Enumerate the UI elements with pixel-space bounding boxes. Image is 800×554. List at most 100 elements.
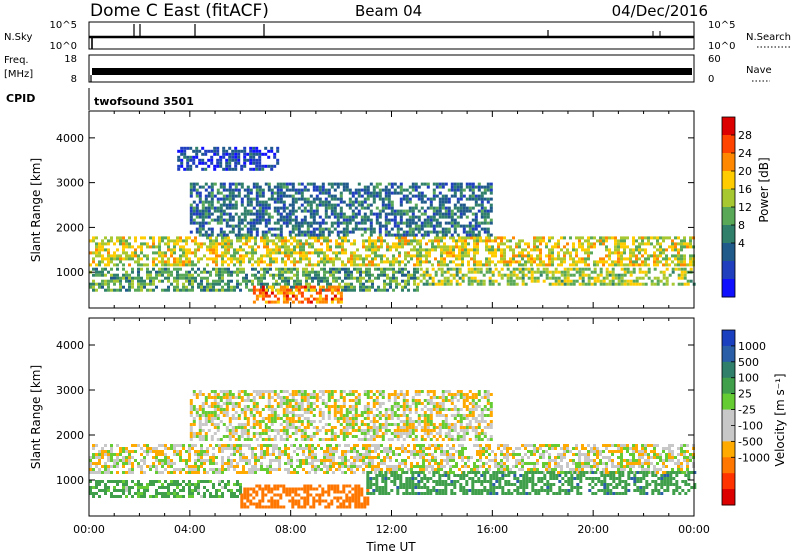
- power-data-cell: [471, 182, 475, 186]
- power-data-cell: [348, 230, 352, 234]
- power-data-cell: [483, 191, 487, 195]
- power-data-cell: [332, 257, 335, 261]
- power-colorbar-segment: [722, 261, 735, 280]
- velocity-data-cell: [401, 447, 404, 450]
- power-data-cell: [284, 267, 287, 271]
- velocity-data-cell: [605, 471, 608, 474]
- power-data-cell: [521, 251, 524, 255]
- power-data-cell: [533, 242, 536, 246]
- velocity-data-cell: [407, 468, 410, 471]
- velocity-data: [89, 390, 697, 509]
- velocity-data-cell: [104, 465, 107, 468]
- velocity-data-cell: [290, 471, 293, 474]
- velocity-data-cell: [650, 444, 653, 447]
- velocity-data-cell: [164, 447, 167, 450]
- power-data-cell: [572, 273, 576, 277]
- power-data-cell: [326, 270, 329, 274]
- velocity-data-cell: [194, 450, 197, 453]
- power-data-cell: [317, 239, 320, 243]
- velocity-data-cell: [686, 456, 689, 459]
- velocity-data-cell: [431, 456, 434, 459]
- velocity-data-cell: [206, 459, 209, 462]
- velocity-data-cell: [677, 465, 680, 468]
- power-data-cell: [368, 236, 371, 240]
- power-data-cell: [368, 242, 371, 246]
- power-data-cell: [458, 245, 461, 249]
- power-data-cell: [515, 245, 518, 249]
- velocity-data-cell: [464, 447, 467, 450]
- velocity-data-cell: [113, 462, 116, 465]
- power-data-cell: [336, 224, 340, 228]
- power-data-cell: [333, 294, 337, 298]
- power-data-cell: [354, 206, 358, 210]
- power-data-cell: [380, 267, 383, 271]
- power-data-cell: [278, 245, 281, 249]
- power-data-cell: [266, 263, 269, 267]
- power-data-cell: [252, 146, 256, 150]
- power-data-cell: [470, 279, 474, 283]
- power-data-cell: [276, 227, 280, 231]
- velocity-data-cell: [170, 444, 173, 447]
- power-data-cell: [131, 270, 134, 274]
- power-data-cell: [689, 260, 692, 264]
- power-data-cell: [176, 263, 179, 267]
- power-data-cell: [404, 267, 407, 271]
- power-data-cell: [381, 197, 385, 201]
- velocity-data-cell: [275, 444, 278, 447]
- power-data-cell: [407, 242, 410, 246]
- power-data-cell: [216, 146, 220, 150]
- velocity-data-cell: [98, 450, 101, 453]
- power-data-cell: [341, 239, 344, 243]
- power-data-cell: [494, 236, 497, 240]
- power-data-cell: [204, 197, 208, 201]
- power-data-cell: [569, 257, 572, 261]
- velocity-data-cell: [449, 471, 452, 474]
- power-data-cell: [677, 257, 680, 261]
- velocity-data-cell: [329, 459, 332, 462]
- velocity-data-cell: [320, 459, 323, 462]
- power-data-cell: [299, 251, 302, 255]
- power-data-cell: [662, 263, 665, 267]
- power-data-cell: [122, 285, 125, 289]
- power-data-cell: [284, 236, 287, 240]
- velocity-data-cell: [527, 468, 530, 471]
- power-data-cell: [351, 212, 355, 216]
- power-data-cell: [441, 185, 445, 189]
- power-data-cell: [399, 227, 403, 231]
- power-data-cell: [177, 149, 181, 153]
- power-data-cell: [480, 221, 484, 225]
- power-data-cell: [264, 206, 268, 210]
- power-data-cell: [279, 288, 283, 292]
- power-data-cell: [468, 227, 472, 231]
- power-data-cell: [480, 191, 484, 195]
- power-data-cell: [140, 236, 143, 240]
- power-data-cell: [423, 221, 427, 225]
- power-data-cell: [321, 300, 325, 304]
- power-data-cell: [683, 242, 686, 246]
- power-data-cell: [261, 230, 265, 234]
- power-data-cell: [674, 254, 677, 258]
- power-data-cell: [239, 239, 242, 243]
- velocity-data-cell: [509, 453, 512, 456]
- power-data-cell: [369, 203, 373, 207]
- power-data-cell: [128, 242, 131, 246]
- power-data-cell: [252, 155, 256, 159]
- velocity-data-cell: [590, 459, 593, 462]
- velocity-data-cell: [596, 462, 599, 465]
- power-data-cell: [194, 248, 197, 252]
- velocity-data-cell: [257, 468, 260, 471]
- power-data-cell: [300, 182, 304, 186]
- power-data-cell: [210, 200, 214, 204]
- velocity-data-cell: [467, 465, 470, 468]
- power-data-cell: [158, 273, 161, 277]
- power-data-cell: [140, 248, 143, 252]
- power-data-cell: [125, 242, 128, 246]
- power-data-cell: [419, 279, 423, 283]
- power-data-cell: [296, 251, 299, 255]
- power-data-cell: [399, 203, 403, 207]
- velocity-data-cell: [131, 486, 134, 489]
- power-data-cell: [593, 270, 597, 274]
- power-data-cell: [285, 215, 289, 219]
- power-data-cell: [494, 279, 498, 283]
- power-data-cell: [656, 248, 659, 252]
